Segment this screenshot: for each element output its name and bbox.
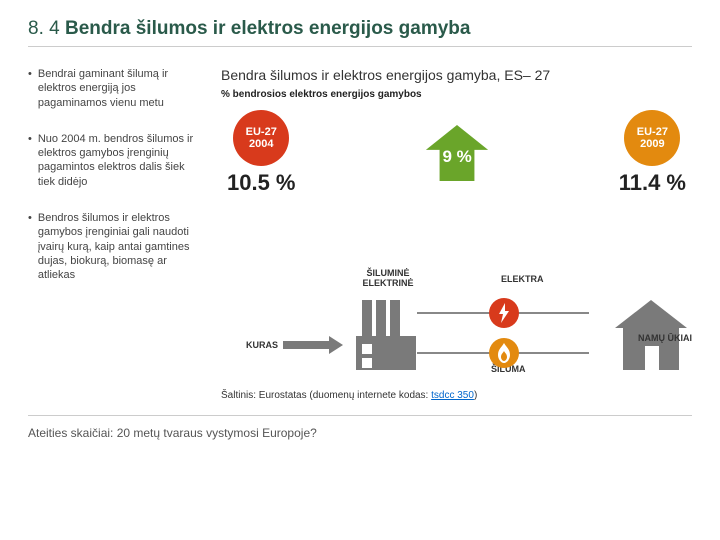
bullet-text-1: Bendrai gaminant šilumą ir elektros ener…	[38, 67, 203, 110]
flow-diagram: KURAS ŠILUMINĖ ELEKTRINĖ ELEKTRA ŠILUMA	[221, 220, 692, 380]
title-text: Bendra šilumos ir elektros energijos gam…	[65, 18, 470, 39]
slide-title: 8. 4 Bendra šilumos ir elektros energijo…	[28, 18, 692, 47]
circle-2004: EU-27 2004	[233, 110, 289, 166]
title-number: 8. 4	[28, 18, 65, 39]
circle-year-2009: 2009	[640, 138, 664, 150]
bullet-2: •Nuo 2004 m. bendros šilumos ir elektros…	[28, 132, 203, 189]
stat-2004: EU-27 2004 10.5 %	[227, 110, 296, 196]
chart-title: Bendra šilumos ir elektros energijos gam…	[221, 67, 692, 83]
elec-label: ELEKTRA	[501, 274, 544, 284]
circle-top-2009: EU-27	[637, 126, 668, 138]
plant-icon	[356, 290, 416, 370]
fuel-arrow-icon	[283, 336, 343, 354]
arrow-label: 9 %	[424, 147, 490, 167]
stats-row: EU-27 2004 10.5 % 9 % EU-27 2009 11.4 %	[221, 110, 692, 206]
bullet-text-3: Bendros šilumos ir elektros gamybos įren…	[38, 211, 203, 282]
circle-2009: EU-27 2009	[624, 110, 680, 166]
source-suffix: )	[474, 390, 477, 401]
electricity-icon	[489, 298, 519, 328]
bullet-dot: •	[28, 211, 32, 282]
bullet-3: •Bendros šilumos ir elektros gamybos įre…	[28, 211, 203, 282]
body-row: •Bendrai gaminant šilumą ir elektros ene…	[28, 67, 692, 409]
plant-label: ŠILUMINĖ ELEKTRINĖ	[343, 268, 433, 288]
chart-subtitle: % bendrosios elektros energijos gamybos	[221, 89, 692, 100]
heat-icon	[489, 338, 519, 368]
circle-year-2004: 2004	[249, 138, 273, 150]
source-line: Šaltinis: Eurostatas (duomenų internete …	[221, 390, 692, 409]
house-label: NAMŲ ŪKIAI	[630, 333, 700, 343]
left-column: •Bendrai gaminant šilumą ir elektros ene…	[28, 67, 203, 409]
stat-2009: EU-27 2009 11.4 %	[619, 110, 686, 196]
bullet-dot: •	[28, 132, 32, 189]
stat-value-2009: 11.4 %	[619, 170, 686, 196]
bullet-1: •Bendrai gaminant šilumą ir elektros ene…	[28, 67, 203, 110]
bullet-dot: •	[28, 67, 32, 110]
bullet-text-2: Nuo 2004 m. bendros šilumos ir elektros …	[38, 132, 203, 189]
footer-text: Ateities skaičiai: 20 metų tvaraus vysty…	[28, 415, 692, 440]
stat-value-2004: 10.5 %	[227, 170, 296, 196]
source-prefix: Šaltinis: Eurostatas (duomenų internete …	[221, 390, 431, 401]
right-column: Bendra šilumos ir elektros energijos gam…	[221, 67, 692, 409]
fuel-label: KURAS	[246, 340, 278, 350]
source-link[interactable]: tsdcc 350	[431, 390, 474, 401]
circle-top-2004: EU-27	[246, 126, 277, 138]
growth-arrow: 9 %	[424, 125, 490, 181]
